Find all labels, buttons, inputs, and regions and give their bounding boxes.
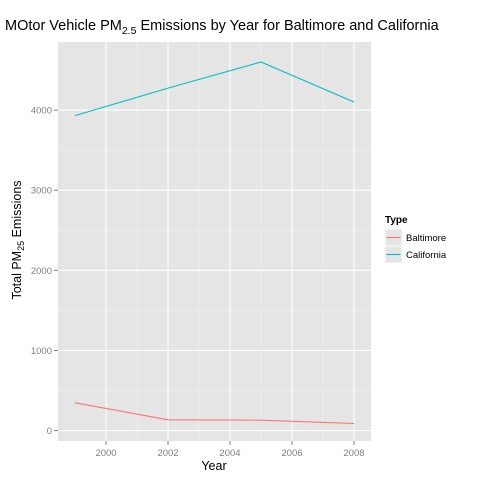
grid — [58, 42, 371, 441]
legend-label-california: California — [406, 250, 447, 261]
series-line-california — [74, 61, 355, 117]
y-axis-title-suffix: Emissions — [10, 180, 24, 240]
y-axis-title: Total PM25 Emissions — [10, 180, 26, 299]
chart-title-prefix: MOtor Vehicle PM — [5, 18, 122, 34]
x-tick-label: 2004 — [219, 448, 240, 459]
chart-title-suffix: Emissions by Year for Baltimore and Cali… — [136, 18, 439, 34]
legend-title: Type — [385, 215, 408, 226]
y-tick-label: 3000 — [31, 186, 52, 197]
plot-panel — [58, 42, 371, 441]
y-tick-label: 2000 — [31, 266, 52, 277]
series-line-baltimore — [74, 402, 354, 425]
legend: Type Baltimore California — [384, 215, 447, 264]
x-tick-label: 2000 — [95, 448, 116, 459]
y-tick-label: 4000 — [31, 106, 52, 117]
y-axis-title-prefix: Total PM — [10, 251, 24, 300]
x-tick-label: 2008 — [343, 448, 364, 459]
axes: 2000 2002 2004 2006 2008 0 1000 2000 3000 4000 — [31, 106, 365, 459]
chart-title-subscript: 2.5 — [122, 25, 137, 37]
legend-label-baltimore: Baltimore — [406, 233, 446, 244]
x-axis-title: Year — [201, 459, 226, 473]
y-axis-title-subscript: 25 — [16, 241, 26, 251]
y-tick-label: 1000 — [31, 346, 52, 357]
y-tick-label: 0 — [47, 426, 52, 437]
x-tick-label: 2006 — [281, 448, 302, 459]
series-lines — [74, 61, 355, 425]
plot-panel-background — [58, 42, 371, 441]
x-tick-label: 2002 — [157, 448, 178, 459]
chart-title: MOtor Vehicle PM2.5 Emissions by Year fo… — [5, 18, 440, 37]
